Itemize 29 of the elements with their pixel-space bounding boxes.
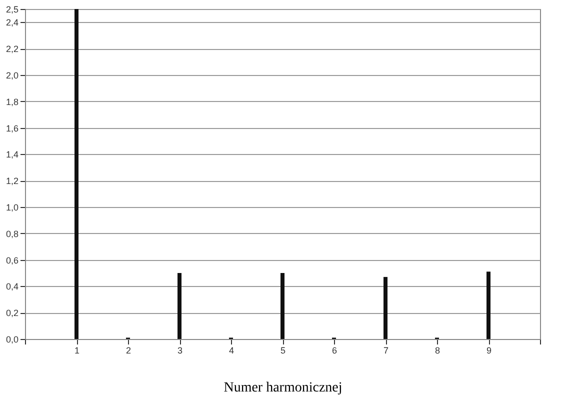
x-tick-label: 2: [126, 346, 132, 356]
x-tick-label: 9: [486, 346, 492, 356]
y-tick-label: 1,6: [6, 123, 18, 134]
y-tick-label: 2,0: [6, 70, 18, 80]
y-tick-label: 0,8: [6, 228, 18, 239]
y-tick-label: 0,2: [6, 308, 18, 318]
x-axis-title: Numer harmonicznej: [224, 380, 342, 396]
bar: [74, 9, 78, 339]
y-tick-label: 0,4: [6, 282, 18, 292]
y-tick-label: 1,8: [6, 96, 18, 107]
y-tick-label: 1,0: [6, 202, 18, 212]
x-tick-label: 3: [177, 346, 183, 356]
x-tick-label: 8: [434, 346, 440, 356]
bar: [486, 272, 490, 339]
x-tick-label: 5: [280, 346, 286, 356]
x-tick-label: 6: [332, 346, 338, 356]
bar: [178, 273, 182, 339]
x-tick-label: 7: [383, 346, 389, 356]
bar: [280, 273, 284, 339]
y-tick-label: 0,0: [6, 334, 18, 344]
bar: [384, 276, 388, 339]
x-tick-label: 4: [228, 346, 234, 356]
y-tick-label: 1,4: [6, 150, 18, 160]
x-tick-label: 1: [74, 346, 80, 356]
y-tick-label: 0,6: [6, 255, 18, 266]
y-tick-label: 1,2: [6, 176, 18, 186]
y-tick-label: 2,5: [6, 4, 18, 14]
y-tick-label: 2,4: [6, 18, 18, 28]
y-tick-label: 2,2: [6, 44, 18, 54]
